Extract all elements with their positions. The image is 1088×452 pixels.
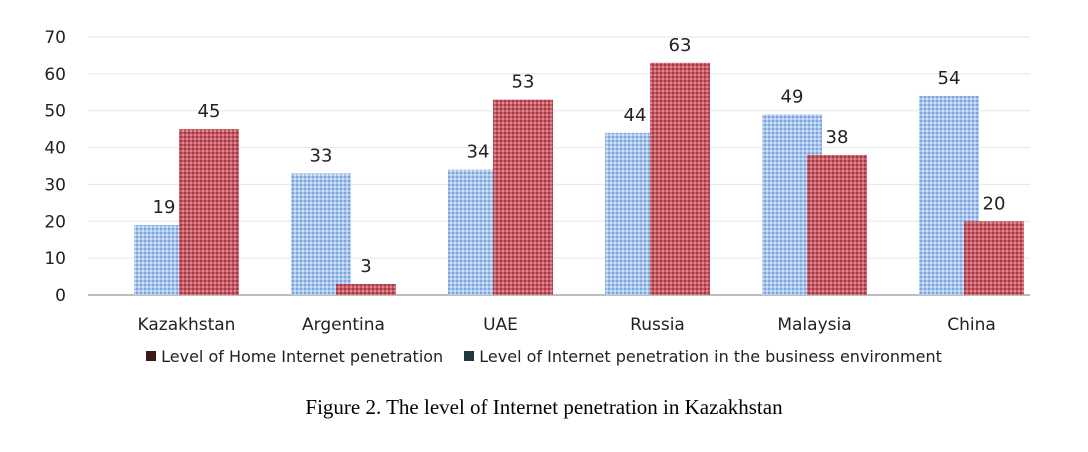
legend: Level of Home Internet penetration Level… — [0, 346, 1088, 366]
legend-swatch-business — [464, 351, 475, 361]
x-tick-label: Russia — [630, 315, 685, 335]
data-label: 53 — [512, 72, 535, 93]
data-label: 34 — [467, 142, 490, 163]
bar-home — [336, 283, 396, 295]
y-tick-label: 50 — [44, 102, 66, 122]
bar-home — [650, 62, 710, 295]
data-label: 20 — [983, 193, 1006, 214]
data-label: 63 — [669, 35, 692, 56]
y-tick-label: 40 — [44, 139, 66, 159]
data-label: 45 — [198, 101, 221, 122]
y-tick-label: 0 — [55, 286, 66, 306]
bar-home — [807, 154, 867, 295]
x-axis: Kazakhstan Argentina UAE Russia Malaysia Chin… — [138, 315, 996, 335]
legend-item-business: Level of Internet penetration in the bus… — [464, 347, 942, 366]
x-tick-label: UAE — [483, 315, 518, 335]
y-tick-label: 70 — [44, 28, 66, 48]
bars — [134, 62, 1024, 296]
x-tick-label: Malaysia — [777, 315, 851, 335]
data-label: 3 — [360, 256, 371, 277]
data-label: 33 — [310, 145, 333, 166]
bar-home — [964, 221, 1024, 295]
y-tick-label: 60 — [44, 65, 66, 85]
x-tick-label: Argentina — [302, 315, 385, 335]
legend-label-business: Level of Internet penetration in the bus… — [479, 346, 942, 366]
y-tick-label: 20 — [44, 212, 66, 232]
x-tick-label: China — [947, 315, 996, 335]
bar-business — [291, 173, 351, 295]
figure-caption: Figure 2. The level of Internet penetrat… — [305, 395, 783, 419]
y-tick-label: 10 — [44, 249, 66, 269]
legend-swatch-home — [146, 351, 157, 361]
data-label: 54 — [938, 68, 961, 89]
gridlines — [88, 36, 1030, 296]
x-tick-label: Kazakhstan — [138, 315, 236, 335]
legend-label-home: Level of Home Internet penetration — [161, 346, 444, 366]
data-label: 38 — [826, 127, 849, 148]
data-label: 44 — [624, 105, 647, 126]
legend-item-home: Level of Home Internet penetration — [146, 347, 443, 366]
data-label: 19 — [153, 197, 176, 218]
y-tick-label: 30 — [44, 175, 66, 195]
bar-home — [179, 129, 239, 295]
bar-home — [493, 99, 553, 296]
data-label: 49 — [781, 86, 804, 107]
y-axis: 0 10 20 30 40 50 60 70 — [44, 28, 66, 306]
